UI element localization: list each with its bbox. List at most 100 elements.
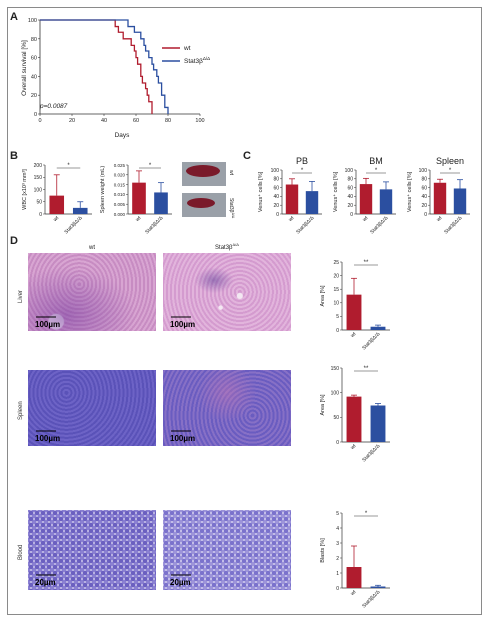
D1-y-tick-label: 5	[336, 314, 339, 320]
C3-y-tick-label: 100	[419, 168, 428, 174]
scale-label: 100µm	[35, 320, 61, 329]
B2-x-tick-label: wt	[135, 215, 143, 223]
column-header-wt: wt	[88, 245, 95, 251]
figure-frame	[7, 7, 482, 615]
C1-y-tick-label: 80	[273, 177, 279, 183]
D1-y-tick-label: 20	[333, 273, 339, 279]
B2-x-tick-label: Stat3βΔ/Δ	[144, 215, 165, 236]
C2-significance-mark: *	[375, 168, 378, 174]
survival-y-tick-label: 0	[34, 112, 37, 118]
panel-letter-c: C	[243, 150, 251, 162]
legend-mut-label: Stat3βΔ/Δ	[184, 56, 210, 65]
scale-label: 100µm	[170, 434, 196, 443]
B1-y-label: WBC [x10³ mm³]	[22, 169, 28, 210]
C3-bar-wt	[433, 182, 447, 214]
D2-y-tick-label: 150	[331, 366, 340, 372]
legend-mut-name: Stat3β	[184, 58, 203, 65]
C1-x-tick-label: wt	[288, 215, 296, 223]
D3-significance-mark: *	[365, 511, 368, 517]
D3-y-tick-label: 3	[336, 541, 339, 547]
D2-y-tick-label: 100	[331, 390, 340, 396]
C3-significance-mark: *	[449, 168, 452, 174]
B2-y-label: Spleen weight (mL)	[100, 166, 106, 214]
D3-bar-wt	[346, 567, 362, 588]
spleen-photo-label-mut-name: Stat3β	[228, 198, 234, 213]
D1-y-label: Area [%]	[320, 285, 326, 307]
B1-x-tick-label: wt	[52, 215, 60, 223]
spleen-photo-label-mut-sup: Δ/Δ	[231, 213, 235, 219]
D3-x-tick-label: Stat3βΔ/Δ	[361, 589, 382, 610]
C2-title: BM	[369, 156, 383, 166]
B2-bar-wt	[132, 182, 146, 214]
C3-y-label: Venus⁺ cells [%]	[406, 171, 413, 212]
C1-bar-wt	[285, 184, 299, 214]
B1-y-tick-label: 150	[34, 175, 43, 181]
D2-x-tick-label: wt	[350, 443, 358, 451]
survival-y-tick-label: 100	[28, 18, 37, 24]
D3-bar-mut	[370, 586, 386, 588]
spleen-photo-label-mut: Stat3βΔ/Δ	[228, 198, 235, 219]
D3-y-tick-label: 4	[336, 526, 339, 532]
D1-significance-mark: **	[364, 260, 369, 266]
legend-wt-label: wt	[183, 45, 191, 52]
B2-significance-mark: *	[149, 163, 152, 169]
B2-y-tick-label: 0.025	[114, 163, 126, 168]
survival-y-tick-label: 20	[31, 93, 37, 99]
C2-y-tick-label: 60	[347, 185, 353, 191]
C1-y-tick-label: 60	[273, 185, 279, 191]
D2-y-label: Area [%]	[320, 394, 326, 416]
C3-bar-mut	[453, 188, 467, 214]
D2-y-tick-label: 50	[333, 415, 339, 421]
survival-y-tick-label: 40	[31, 74, 37, 80]
C2-y-tick-label: 20	[347, 203, 353, 209]
C2-y-tick-label: 100	[345, 168, 354, 174]
micro-blood-mut	[163, 510, 291, 590]
micro-spleen-wt	[28, 370, 156, 446]
B1-bar-mut	[72, 207, 88, 214]
micro-liver-mut	[163, 253, 291, 331]
C2-y-label: Venus⁺ cells [%]	[332, 171, 339, 212]
C3-x-tick-label: Stat3βΔ/Δ	[443, 215, 464, 236]
C1-y-tick-label: 40	[273, 194, 279, 200]
survival-ylabel: Overall survival [%]	[21, 40, 28, 96]
C2-x-tick-label: wt	[362, 215, 370, 223]
D1-y-tick-label: 0	[336, 328, 339, 334]
survival-xlabel: Days	[115, 132, 131, 139]
D1-bar-wt	[346, 294, 362, 330]
B2-y-tick-label: 0.000	[114, 212, 126, 217]
spleen-photo-label-wt: wt	[228, 170, 234, 176]
C2-bar-mut	[379, 189, 393, 214]
survival-x-tick-label: 60	[133, 118, 139, 124]
scale-label: 100µm	[35, 434, 61, 443]
D2-x-tick-label: Stat3βΔ/Δ	[361, 443, 382, 464]
panel-letter-a: A	[10, 11, 18, 23]
B2-y-tick-label: 0.010	[114, 192, 126, 197]
C2-x-tick-label: Stat3βΔ/Δ	[369, 215, 390, 236]
C3-y-tick-label: 80	[421, 177, 427, 183]
B1-bar-wt	[49, 195, 65, 214]
spleen-organ-mut	[187, 198, 215, 208]
column-header-mut-name: Stat3β	[215, 245, 233, 251]
D3-y-tick-label: 0	[336, 586, 339, 592]
C1-bar-mut	[305, 191, 319, 214]
D1-x-tick-label: Stat3βΔ/Δ	[361, 331, 382, 352]
micro-liver-wt	[28, 253, 156, 331]
C3-y-tick-label: 0	[424, 212, 427, 218]
survival-x-tick-label: 100	[195, 118, 204, 124]
column-header-mut: Stat3βΔ/Δ	[215, 242, 239, 251]
survival-line-mut	[40, 19, 169, 114]
D3-y-tick-label: 2	[336, 556, 339, 562]
B2-y-tick-label: 0.015	[114, 182, 126, 187]
survival-y-tick-label: 60	[31, 56, 37, 62]
D2-bar-wt	[346, 396, 362, 442]
B2-y-tick-label: 0.005	[114, 202, 126, 207]
micro-spleen-mut	[163, 370, 291, 446]
C1-x-tick-label: Stat3βΔ/Δ	[295, 215, 316, 236]
survival-y-tick-label: 80	[31, 37, 37, 43]
B1-significance-mark: *	[67, 163, 70, 169]
B1-y-tick-label: 50	[36, 200, 42, 206]
survival-pvalue: p=0.0087	[39, 103, 68, 110]
C3-x-tick-label: wt	[436, 215, 444, 223]
panel-letter-b: B	[10, 150, 18, 162]
